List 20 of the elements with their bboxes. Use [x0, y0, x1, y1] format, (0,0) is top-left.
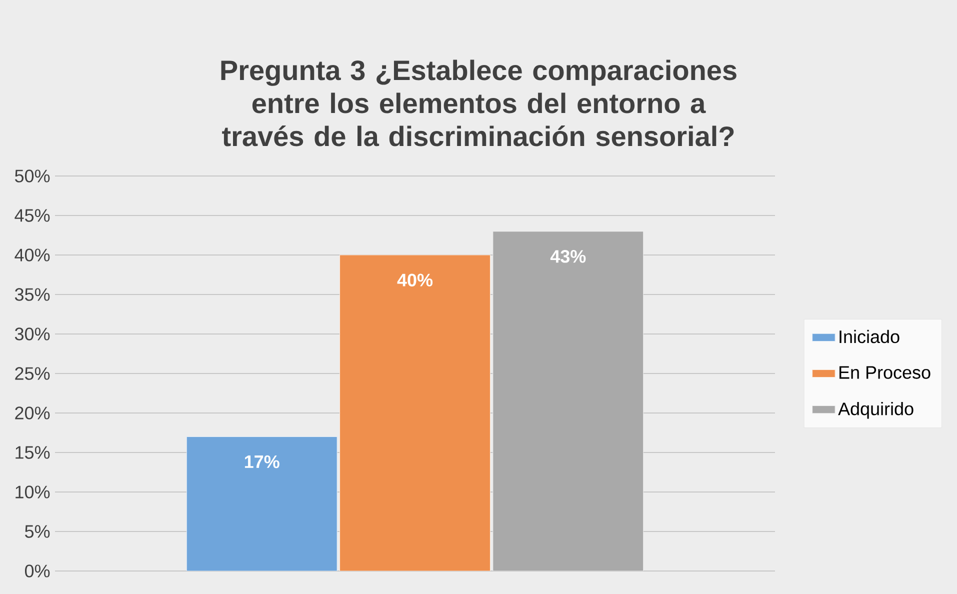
y-tick-label: 40% — [14, 248, 50, 262]
y-tick-label: 5% — [24, 525, 50, 538]
data-label: 40% — [397, 274, 433, 286]
legend-label: Adquirido — [838, 402, 914, 419]
legend-label: Iniciado — [840, 330, 900, 344]
y-tick-label: 25% — [15, 367, 50, 380]
y-tick-label: 10% — [16, 486, 50, 498]
y-tick-label: 50% — [14, 170, 50, 182]
y-tick-label: 15% — [16, 446, 50, 459]
chart-title: Pregunta 3 ¿Establece comparaciones entre los elementos del entorno a través de la discriminación sensorial? — [221, 60, 736, 146]
y-tick-label: 35% — [14, 288, 50, 301]
y-tick-label: 0% — [24, 564, 50, 578]
y-tick-label: 30% — [14, 328, 50, 340]
data-label: 17% — [244, 455, 280, 468]
data-label: 43% — [550, 250, 586, 263]
y-tick-label: 20% — [15, 406, 50, 420]
legend-label: En Proceso — [840, 366, 930, 379]
y-tick-label: 45% — [14, 209, 50, 222]
bar — [492, 231, 644, 571]
bar — [339, 254, 491, 571]
